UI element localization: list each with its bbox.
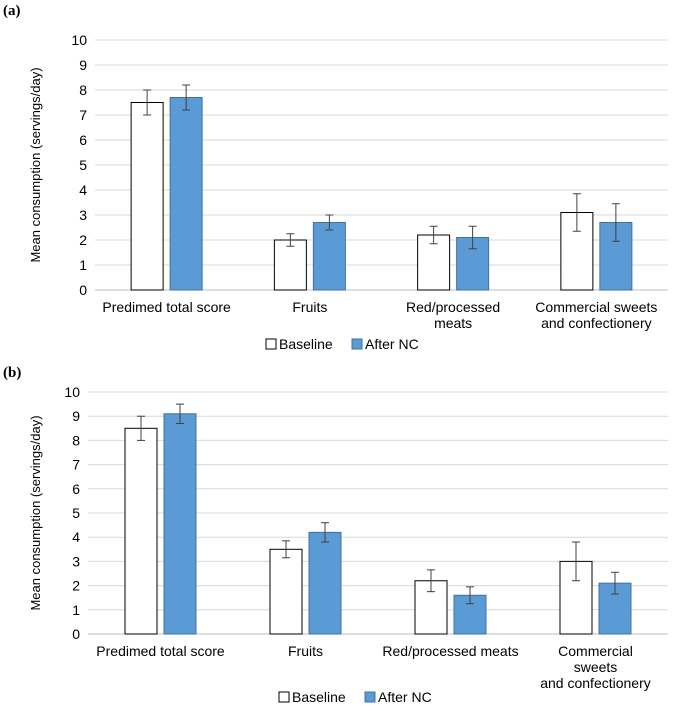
- x-category-label: Commercial sweets: [535, 299, 657, 315]
- bar-after-nc: [312, 222, 346, 291]
- y-tick-label: 2: [72, 578, 80, 594]
- y-tick-label: 7: [79, 107, 87, 123]
- x-category-label: Commercial: [558, 643, 633, 659]
- y-tick-label: 0: [72, 626, 80, 642]
- x-category-label: Red/processed: [406, 299, 500, 315]
- legend-label: Baseline: [279, 336, 333, 352]
- bar-after-nc: [163, 413, 197, 635]
- x-category-label: sweets: [574, 659, 618, 675]
- y-tick-label: 5: [79, 157, 87, 173]
- legend-label: After NC: [365, 336, 419, 352]
- bar-baseline: [269, 548, 303, 635]
- x-category-label: and confectionery: [541, 315, 652, 331]
- y-tick-label: 5: [72, 505, 80, 521]
- y-tick-label: 7: [72, 457, 80, 473]
- bar-baseline: [130, 102, 164, 291]
- y-axis-title: Mean consumption (servings/day): [28, 415, 43, 610]
- y-tick-label: 3: [79, 207, 87, 223]
- bar-after-nc: [308, 531, 342, 635]
- legend-swatch: [364, 691, 376, 703]
- y-tick-label: 1: [79, 257, 87, 273]
- y-tick-label: 6: [79, 132, 87, 148]
- bar-baseline: [273, 239, 307, 291]
- x-category-label: meats: [434, 315, 472, 331]
- y-tick-label: 6: [72, 481, 80, 497]
- legend-swatch: [351, 338, 363, 350]
- y-tick-label: 10: [64, 384, 80, 400]
- legend-swatch: [265, 338, 277, 350]
- chart-panel-a: (a) 0 1 2 3 4 5 6 7 8 9 10 Mean consumption (servin…: [0, 0, 693, 352]
- y-tick-label: 0: [79, 282, 87, 298]
- chart-b-svg: 0 1 2 3 4 5 6 7 8 9 10 Mean consumption (servings/d…: [28, 384, 668, 705]
- y-tick-label: 8: [79, 82, 87, 98]
- y-tick-label: 3: [72, 553, 80, 569]
- x-category-label: and confectionery: [540, 675, 651, 691]
- y-tick-label: 4: [79, 182, 87, 198]
- y-tick-label: 2: [79, 232, 87, 248]
- y-tick-label: 9: [79, 57, 87, 73]
- panel-label-a: (a): [3, 3, 21, 19]
- legend-label: After NC: [378, 689, 432, 705]
- chart-a-svg: 0 1 2 3 4 5 6 7 8 9 10 Mean consumption (servings/d…: [28, 32, 668, 352]
- x-category-label: Fruits: [288, 643, 323, 659]
- y-tick-label: 1: [72, 602, 80, 618]
- x-category-label: Predimed total score: [102, 299, 231, 315]
- y-tick-label: 9: [72, 408, 80, 424]
- y-tick-label: 4: [72, 529, 80, 545]
- y-tick-label: 8: [72, 432, 80, 448]
- legend-label: Baseline: [292, 689, 346, 705]
- legend: Baseline After NC: [278, 689, 432, 705]
- y-axis-title: Mean consumption (servings/day): [28, 67, 43, 262]
- legend: Baseline After NC: [265, 336, 419, 352]
- legend-swatch: [278, 691, 290, 703]
- panel-label-b: (b): [3, 365, 22, 381]
- x-category-label: Predimed total score: [96, 643, 225, 659]
- bar-after-nc: [169, 97, 203, 291]
- chart-panel-b: (b) 0 1 2 3 4 5 6 7 8 9 10 Mean consumption (servin…: [0, 362, 693, 706]
- bar-baseline: [124, 427, 158, 635]
- x-category-label: Red/processed meats: [382, 643, 518, 659]
- y-tick-label: 10: [71, 32, 87, 48]
- x-category-label: Fruits: [292, 299, 327, 315]
